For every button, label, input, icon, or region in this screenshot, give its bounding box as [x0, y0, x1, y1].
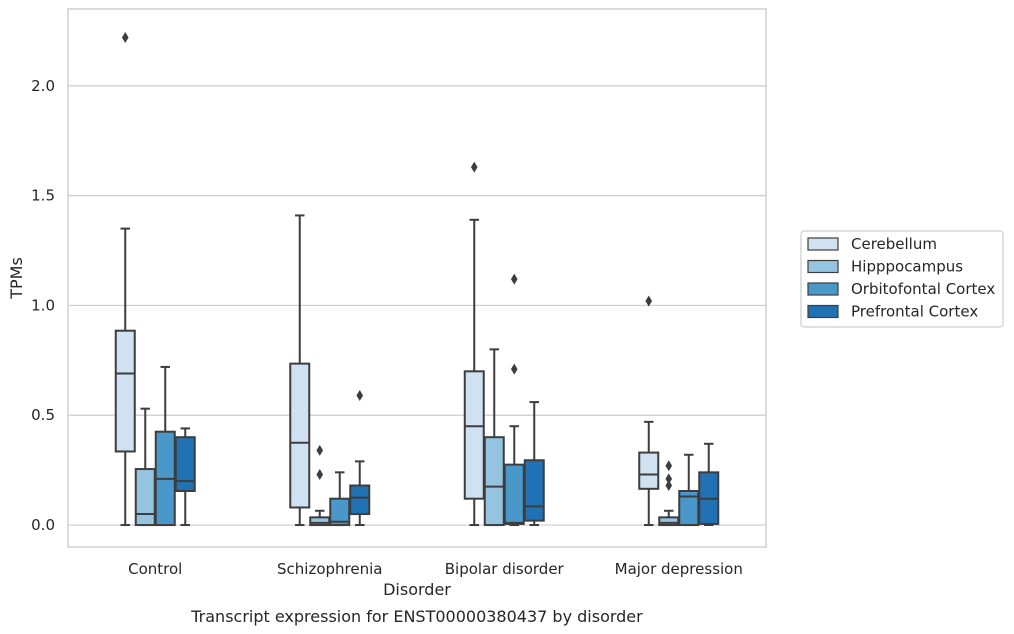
- plot-area-frame: [67, 8, 767, 548]
- boxes-layer: [114, 32, 720, 527]
- box-iqr: [523, 459, 545, 522]
- box-iqr: [483, 436, 505, 527]
- y-tick-label: 2.0: [31, 77, 55, 95]
- legend-frame: [800, 230, 1004, 328]
- outlier-point: [645, 295, 653, 307]
- legend-swatch: [807, 237, 839, 251]
- box-iqr: [658, 516, 680, 527]
- outlier-point: [665, 473, 673, 485]
- x-axis-ticks: Control Schizophrenia Bipolar disorder Majo…: [128, 560, 743, 578]
- outlier-point: [316, 469, 324, 481]
- box-group: [174, 427, 196, 527]
- box-iqr: [638, 451, 660, 490]
- box-group: [114, 32, 136, 527]
- box-group: [289, 214, 311, 527]
- box-iqr: [349, 484, 371, 516]
- box-iqr: [503, 463, 525, 525]
- y-tick-label: 1.5: [31, 187, 55, 205]
- legend: Cerebellum Hipppocampus Orbitofontal Corte…: [800, 230, 1004, 328]
- legend-swatch: [807, 304, 839, 319]
- outlier-point: [665, 460, 673, 472]
- y-axis-label: TPMs: [7, 257, 26, 300]
- outlier-point: [470, 161, 478, 173]
- outlier-point: [356, 389, 364, 401]
- x-tick-label: Control: [128, 560, 182, 578]
- box-iqr: [463, 370, 485, 500]
- y-axis-ticks: 0.0 0.5 1.0 1.5 2.0: [31, 77, 55, 534]
- box-iqr: [289, 362, 311, 509]
- box-group: [523, 401, 545, 527]
- box-group: [154, 365, 176, 527]
- legend-label: Prefrontal Cortex: [851, 303, 978, 321]
- box-group: [638, 295, 660, 527]
- outlier-point: [316, 444, 324, 456]
- box-iqr: [114, 329, 136, 453]
- box-group: [329, 471, 351, 527]
- x-axis-label: Disorder: [383, 580, 451, 599]
- box-group: [678, 453, 700, 527]
- box-group: [698, 442, 720, 527]
- y-tick-label: 0.0: [31, 516, 55, 534]
- chart-caption: Transcript expression for ENST0000038043…: [190, 607, 643, 626]
- legend-label: Cerebellum: [851, 235, 937, 253]
- box-group: [309, 444, 331, 527]
- x-tick-label: Schizophrenia: [277, 560, 382, 578]
- legend-swatch: [807, 259, 839, 274]
- box-group: [658, 460, 680, 527]
- box-group: [463, 161, 485, 527]
- outlier-point: [510, 363, 518, 375]
- x-tick-label: Major depression: [615, 560, 743, 578]
- box-group: [503, 273, 525, 527]
- outlier-point: [665, 480, 673, 492]
- box-group: [349, 389, 371, 527]
- box-iqr: [309, 516, 331, 527]
- x-tick-label: Bipolar disorder: [445, 560, 565, 578]
- box-iqr: [134, 468, 156, 527]
- box-group: [134, 407, 156, 527]
- outlier-point: [121, 32, 129, 44]
- legend-swatch: [807, 282, 839, 296]
- box-group: [483, 348, 505, 527]
- box-iqr: [174, 436, 196, 493]
- y-tick-label: 0.5: [31, 406, 55, 424]
- outlier-point: [510, 273, 518, 285]
- y-tick-label: 1.0: [31, 296, 55, 314]
- legend-label: Hipppocampus: [851, 258, 963, 276]
- legend-label: Orbitofontal Cortex: [851, 280, 995, 298]
